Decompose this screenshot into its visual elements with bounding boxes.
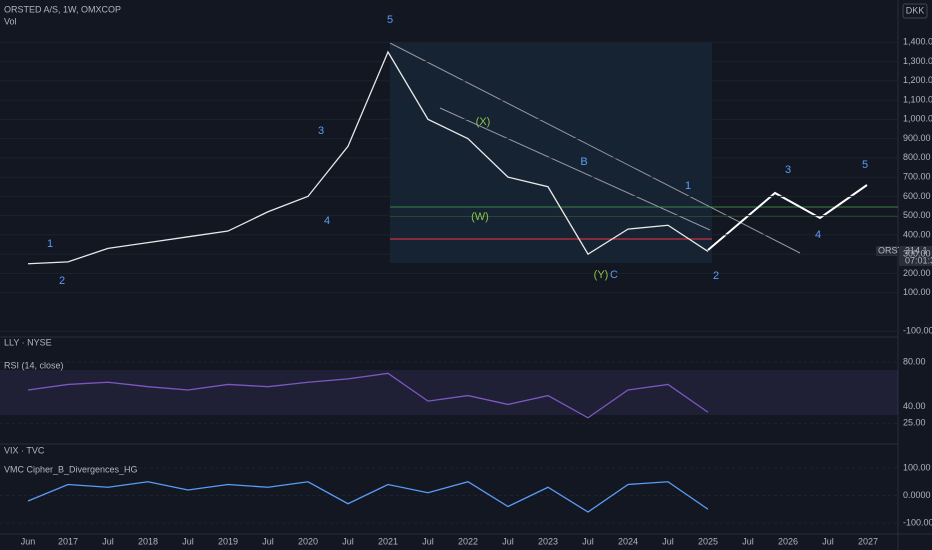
trend-line (389, 42, 801, 254)
x-tick-label: 2027 (858, 536, 878, 546)
pane-label: VIX · TVC (4, 445, 45, 455)
y-tick-label: -100.00 (903, 326, 932, 336)
x-tick-label: 2026 (778, 536, 798, 546)
x-tick-label: Jul (502, 536, 514, 546)
y-tick-label: 500.00 (903, 210, 931, 220)
wave-label: B (580, 156, 587, 168)
y-tick-label: 25.00 (903, 418, 926, 428)
ticker: ORSTED (878, 245, 916, 255)
wave-label: C (610, 269, 618, 281)
y-tick-label: 1,000.00 (903, 114, 932, 124)
wave-label: 5 (862, 159, 868, 171)
trend-line (439, 107, 711, 231)
x-tick-label: Jul (182, 536, 194, 546)
y-tick-label: 40.00 (903, 401, 926, 411)
ticker-box (876, 246, 898, 256)
x-tick-label: Jul (742, 536, 754, 546)
x-tick-label: Jul (422, 536, 434, 546)
series-line (27, 372, 709, 419)
x-tick-label: 2024 (618, 536, 638, 546)
wave-label: 3 (785, 164, 791, 176)
range-box (390, 43, 712, 263)
x-tick-label: Jul (662, 536, 674, 546)
x-tick-label: 2023 (538, 536, 558, 546)
x-tick-label: Jul (262, 536, 274, 546)
y-tick-label: 100.00 (903, 462, 931, 472)
pane-title: RSI (14, close) (4, 360, 64, 370)
wave-label: 2 (59, 275, 65, 287)
x-tick-label: 2018 (138, 536, 158, 546)
wave-label: 4 (324, 215, 330, 227)
x-tick-label: 2022 (458, 536, 478, 546)
y-tick-label: 1,200.00 (903, 75, 932, 85)
x-tick-label: 2019 (218, 536, 238, 546)
y-tick-label: 200.00 (903, 268, 931, 278)
y-tick-label: 600.00 (903, 191, 931, 201)
x-tick-label: Jul (102, 536, 114, 546)
series-line (27, 481, 709, 513)
y-tick-label: 900.00 (903, 133, 931, 143)
y-tick-label: 1,100.00 (903, 94, 932, 104)
wave-label: 2 (713, 270, 719, 282)
wave-label: 1 (685, 180, 691, 192)
volume-label: Vol (4, 16, 17, 26)
currency[interactable]: DKK (906, 5, 925, 15)
y-tick-label: 400.00 (903, 229, 931, 239)
wave-label: (W) (471, 211, 489, 223)
x-tick-label: 2020 (298, 536, 318, 546)
series-line (27, 50, 709, 265)
y-tick-label: 0.0000 (903, 490, 931, 500)
x-tick-label: Jun (21, 536, 36, 546)
x-tick-label: 2021 (378, 536, 398, 546)
price: 314.1 (905, 245, 928, 255)
wave-label: (Y) (594, 269, 609, 281)
pane-label: LLY · NYSE (4, 337, 52, 347)
y-tick-label: 300.00 (903, 249, 931, 259)
price-box (899, 246, 932, 266)
symbol: ORSTED A/S, 1W, OMXCOP (4, 4, 121, 14)
y-tick-label: 1,300.00 (903, 56, 932, 66)
countdown: 07:01:34 (905, 255, 932, 265)
x-tick-label: Jul (582, 536, 594, 546)
y-tick-label: 700.00 (903, 172, 931, 182)
wave-label: 5 (387, 14, 393, 26)
wave-label: 4 (815, 229, 821, 241)
projection (707, 184, 868, 251)
wave-label: (X) (476, 116, 491, 128)
rsi-band (0, 370, 898, 415)
x-tick-label: 2025 (698, 536, 718, 546)
currency-box[interactable] (902, 3, 928, 19)
y-tick-label: -100.00 (903, 517, 932, 527)
y-tick-label: 100.00 (903, 287, 931, 297)
wave-label: 3 (318, 125, 324, 137)
x-tick-label: Jul (822, 536, 834, 546)
y-tick-label: 80.00 (903, 357, 926, 367)
x-tick-label: Jul (342, 536, 354, 546)
y-tick-label: 1,400.00 (903, 37, 932, 47)
y-tick-label: 800.00 (903, 152, 931, 162)
wave-label: 1 (47, 238, 53, 250)
pane-title: VMC Cipher_B_Divergences_HG (4, 464, 138, 474)
x-tick-label: 2017 (58, 536, 78, 546)
